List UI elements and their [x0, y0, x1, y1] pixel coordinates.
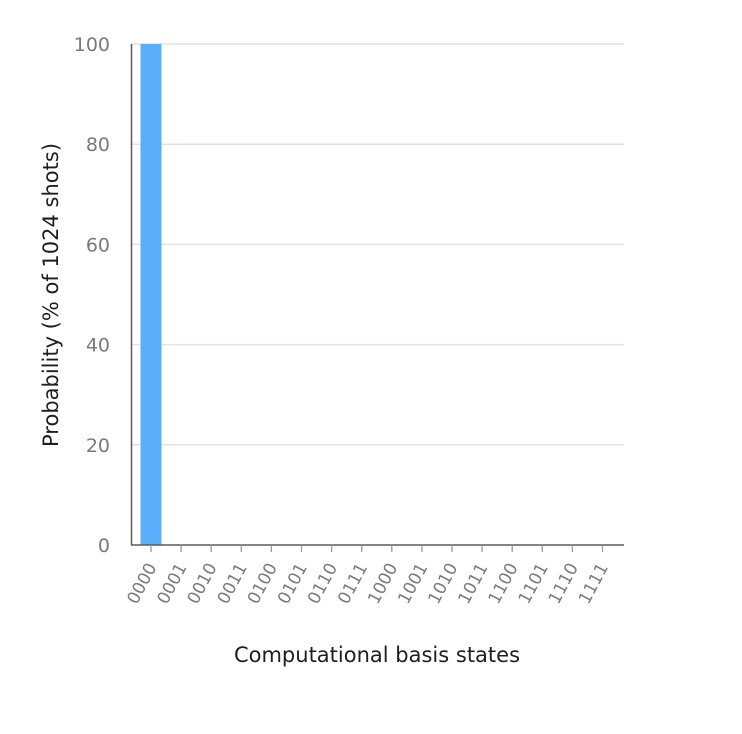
x-tick-label: 1111: [575, 560, 613, 608]
bar: [140, 44, 162, 545]
y-tick-label: 0: [98, 535, 110, 557]
y-axis-label: Probability (% of 1024 shots): [39, 143, 63, 447]
y-tick-label: 80: [86, 134, 110, 156]
x-tick-labels: 0000000100100011010001010110011110001001…: [123, 545, 613, 608]
y-tick-label: 60: [86, 234, 110, 256]
y-tick-labels: 0 20 40 60 80 100: [74, 34, 110, 557]
y-tick-label: 40: [86, 335, 110, 357]
axes: [130, 44, 624, 546]
y-tick-label: 100: [74, 34, 110, 56]
grid-lines: [131, 43, 624, 446]
x-axis-label: Computational basis states: [234, 643, 520, 667]
y-tick-label: 20: [86, 435, 110, 457]
bars: [140, 44, 162, 545]
